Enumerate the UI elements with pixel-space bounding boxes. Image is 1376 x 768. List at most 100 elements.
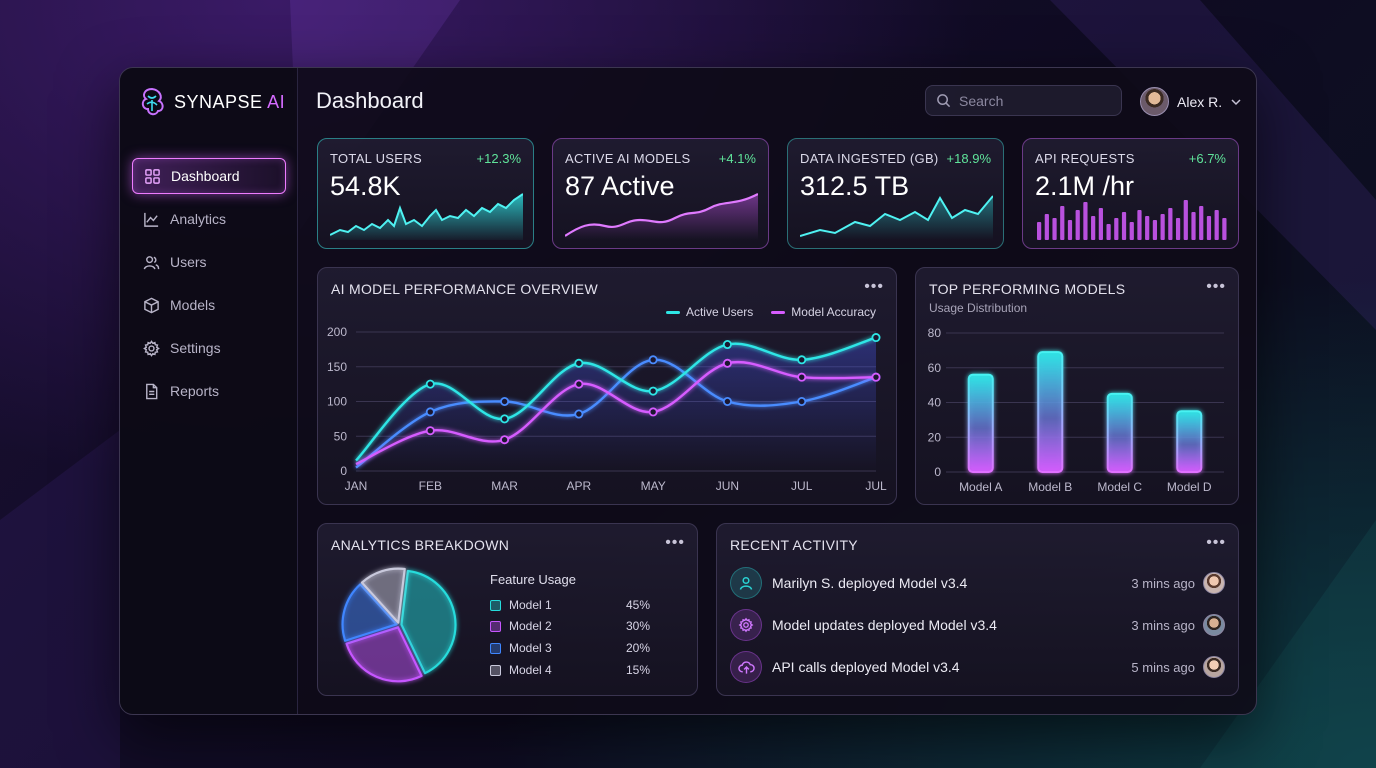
user-menu[interactable]: Alex R.: [1140, 87, 1242, 116]
sidebar-item-users[interactable]: Users: [132, 244, 286, 280]
kpi-value: 54.8K: [330, 171, 401, 201]
data-point[interactable]: [425, 426, 435, 436]
feature-usage-pie-chart: [341, 567, 457, 683]
data-point[interactable]: [425, 379, 435, 389]
kpi-bar-sparkline: [1037, 200, 1227, 240]
data-point[interactable]: [871, 372, 881, 382]
data-point[interactable]: [500, 414, 510, 424]
activity-time: 5 mins ago: [1131, 659, 1195, 675]
pie-slice[interactable]: [345, 626, 423, 683]
sidebar-item-settings[interactable]: Settings: [132, 330, 286, 366]
document-icon: [146, 383, 158, 399]
pie-slice[interactable]: [400, 569, 457, 675]
avatar: [1203, 656, 1225, 678]
data-point[interactable]: [574, 409, 584, 419]
sidebar-item-label: Analytics: [170, 211, 227, 227]
spark-bar: [1091, 216, 1096, 240]
activity-item[interactable]: Marilyn S. deployed Model v3.4 3 mins ag…: [730, 566, 1225, 600]
data-point[interactable]: [797, 372, 807, 382]
sidebar-item-analytics[interactable]: Analytics: [132, 201, 286, 237]
brand-logo[interactable]: SYNAPSE AI: [138, 86, 285, 118]
kpi-sparkline: [330, 193, 523, 240]
chart-legend: Active Users Model Accuracy: [665, 305, 876, 319]
data-point[interactable]: [871, 333, 881, 343]
data-point[interactable]: [648, 386, 658, 396]
kpi-label: API REQUESTS: [1035, 151, 1135, 166]
activity-time: 3 mins ago: [1131, 575, 1195, 591]
cube-icon: [144, 297, 159, 313]
y-tick-label: 150: [327, 360, 347, 374]
card-title: AI MODEL PERFORMANCE OVERVIEW: [331, 281, 598, 297]
more-options-icon[interactable]: •••: [665, 534, 685, 551]
kpi-card-api-requests[interactable]: API REQUESTS +6.7% 2.1M /hr: [1022, 138, 1239, 249]
search-input[interactable]: [959, 92, 1109, 109]
synapse-logo-icon: [141, 87, 164, 116]
search-box[interactable]: [925, 85, 1122, 116]
sidebar-item-dashboard[interactable]: Dashboard: [132, 158, 286, 194]
data-point[interactable]: [648, 407, 658, 417]
y-tick-label: 50: [334, 429, 348, 443]
spark-bar: [1137, 210, 1142, 240]
spark-bar: [1052, 218, 1057, 240]
kpi-sparkline: [800, 195, 993, 240]
sidebar-item-label: Dashboard: [171, 168, 240, 184]
x-tick-label: MAY: [641, 479, 666, 493]
data-point[interactable]: [574, 379, 584, 389]
y-tick-label: 80: [928, 326, 942, 340]
data-point[interactable]: [648, 355, 658, 365]
legend-row-model-3: Model 3 20%: [490, 641, 650, 655]
sidebar-item-models[interactable]: Models: [132, 287, 286, 323]
pie-slice[interactable]: [341, 583, 398, 642]
chart-line-icon: [144, 212, 159, 227]
kpi-delta: +4.1%: [718, 151, 756, 166]
performance-line-chart: 0 50 100 150 200 JAN FEB MAR APR MAY JUN JUL JUL: [327, 325, 887, 493]
bar[interactable]: [1037, 351, 1064, 473]
data-point[interactable]: [722, 358, 732, 368]
data-point[interactable]: [722, 396, 732, 406]
data-point[interactable]: [797, 355, 807, 365]
legend-row-model-2: Model 2 30%: [490, 619, 650, 633]
user-icon: [730, 567, 762, 599]
data-point[interactable]: [500, 435, 510, 445]
pie-slice[interactable]: [360, 567, 406, 624]
activity-item[interactable]: Model updates deployed Model v3.4 3 mins…: [730, 608, 1225, 642]
bar[interactable]: [1106, 392, 1133, 473]
spark-bar: [1183, 200, 1188, 240]
x-tick-label: APR: [567, 479, 592, 493]
recent-activity-card: RECENT ACTIVITY ••• Marilyn S. deployed …: [716, 523, 1239, 696]
more-options-icon[interactable]: •••: [1206, 534, 1226, 551]
data-point[interactable]: [574, 358, 584, 368]
activity-item[interactable]: API calls deployed Model v3.4 5 mins ago: [730, 650, 1225, 684]
kpi-card-active-models[interactable]: ACTIVE AI MODELS +4.1% 87 Active: [552, 138, 769, 249]
data-point[interactable]: [425, 407, 435, 417]
spark-bar: [1145, 216, 1150, 240]
legend-item-active-users: Active Users: [665, 305, 753, 319]
spark-bar: [1199, 206, 1204, 240]
sidebar-item-label: Reports: [170, 383, 220, 399]
series-line: [355, 358, 877, 469]
users-icon: [143, 255, 160, 269]
kpi-card-total-users[interactable]: TOTAL USERS +12.3% 54.8K: [317, 138, 534, 249]
x-tick-label: JUN: [716, 479, 739, 493]
data-point[interactable]: [797, 396, 807, 406]
kpi-delta: +6.7%: [1188, 151, 1226, 166]
bar[interactable]: [1176, 410, 1203, 473]
x-tick-label: Model B: [1028, 480, 1072, 494]
x-tick-label: FEB: [419, 479, 442, 493]
more-options-icon[interactable]: •••: [1206, 278, 1226, 295]
legend-row-model-1: Model 1 45%: [490, 598, 650, 612]
sidebar-item-label: Users: [170, 254, 207, 270]
top-models-card: TOP PERFORMING MODELS Usage Distribution…: [915, 267, 1239, 505]
kpi-card-data-ingested[interactable]: DATA INGESTED (GB) +18.9% 312.5 TB: [787, 138, 1004, 249]
x-tick-label: JAN: [345, 479, 368, 493]
data-point[interactable]: [500, 396, 510, 406]
spark-bar: [1075, 210, 1080, 240]
data-point[interactable]: [722, 340, 732, 350]
activity-text: API calls deployed Model v3.4: [772, 659, 960, 675]
sidebar-item-reports[interactable]: Reports: [132, 373, 286, 409]
more-options-icon[interactable]: •••: [864, 278, 884, 295]
avatar: [1203, 614, 1225, 636]
kpi-label: ACTIVE AI MODELS: [565, 151, 691, 166]
bar[interactable]: [967, 373, 994, 473]
spark-bar: [1222, 218, 1227, 240]
